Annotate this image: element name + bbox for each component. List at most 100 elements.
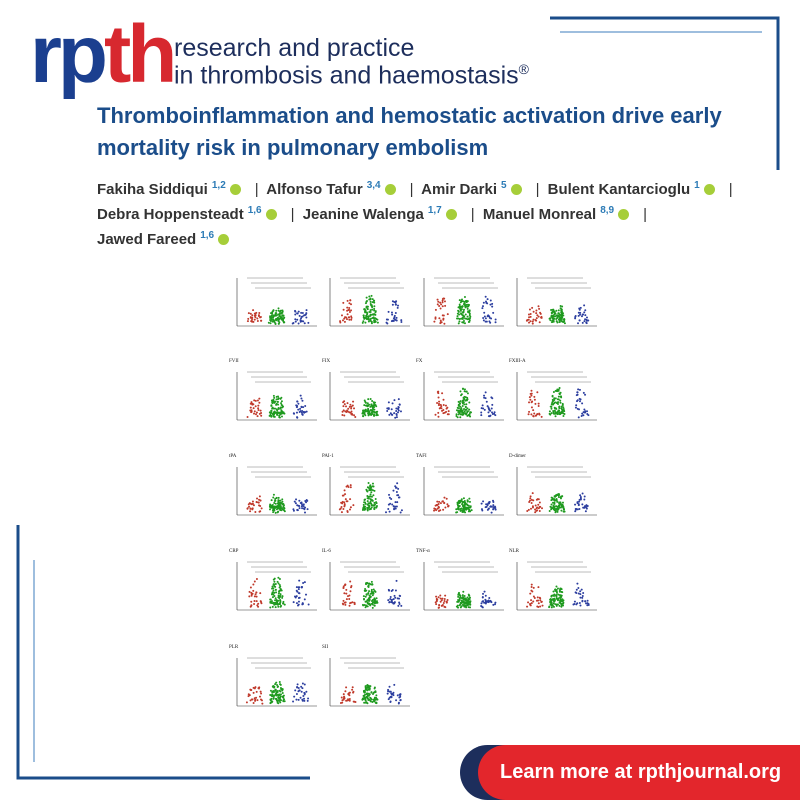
scatter-dot — [392, 505, 395, 508]
scatter-dot — [342, 698, 345, 701]
orcid-icon[interactable] — [510, 184, 522, 195]
scatter-dot — [294, 318, 297, 321]
scatter-dot — [535, 317, 538, 320]
scatter-dot — [275, 314, 278, 317]
scatter-dot — [587, 414, 590, 417]
scatter-dot — [297, 592, 300, 595]
scatter-dot — [491, 302, 494, 305]
scatter-dot — [388, 685, 391, 688]
scatter-dot — [370, 491, 373, 494]
scatter-dot — [574, 316, 577, 319]
scatter-dot — [441, 409, 444, 412]
scatter-dot — [538, 307, 541, 310]
scatter-dot — [277, 592, 280, 595]
scatter-dot — [270, 314, 273, 317]
scatter-dot — [249, 312, 252, 315]
scatter-dot — [552, 319, 555, 322]
scatter-dot — [558, 386, 561, 389]
scatter-dot — [251, 318, 254, 321]
scatter-dot — [457, 317, 460, 320]
orcid-icon[interactable] — [703, 184, 715, 195]
scatter-dot — [536, 314, 539, 317]
scatter-dot — [343, 505, 346, 508]
panel-title: CRP — [229, 549, 239, 554]
scatter-dot — [296, 683, 299, 686]
scatter-dot — [558, 411, 561, 414]
learn-more-button[interactable]: Learn more at rpthjournal.org — [478, 745, 800, 800]
scatter-dot — [439, 307, 442, 310]
scatter-dot — [341, 319, 344, 322]
scatter-dot — [296, 686, 299, 689]
scatter-dot — [371, 606, 374, 609]
scatter-dot — [480, 604, 483, 607]
panel-title: FIX — [322, 359, 330, 364]
scatter-dot — [364, 505, 367, 508]
scatter-dot — [369, 498, 372, 501]
scatter-dot — [251, 502, 254, 505]
scatter-dot — [367, 486, 370, 489]
scatter-dot — [455, 511, 458, 514]
scatter-dot — [353, 602, 356, 605]
scatter-dot — [398, 602, 401, 605]
scatter-dot — [280, 415, 283, 418]
scatter-dot — [344, 493, 347, 496]
scatter-dot — [458, 299, 461, 302]
scatter-dot — [272, 511, 275, 514]
scatter-dot — [558, 405, 561, 408]
scatter-dot — [486, 504, 489, 507]
scatter-dot — [578, 400, 581, 403]
scatter-dot — [340, 696, 343, 699]
scatter-dot — [281, 689, 284, 692]
scatter-dot — [553, 507, 556, 510]
scatter-dot — [481, 606, 484, 609]
scatter-dot — [578, 397, 581, 400]
scatter-dot — [553, 593, 556, 596]
scatter-dot — [492, 505, 495, 508]
scatter-dot — [554, 499, 557, 502]
scatter-dot — [468, 596, 471, 599]
scatter-dot — [269, 698, 272, 701]
scatter-dot — [463, 388, 466, 391]
separator: | — [254, 181, 259, 198]
orcid-icon[interactable] — [229, 184, 241, 195]
orcid-icon[interactable] — [445, 209, 457, 220]
orcid-icon[interactable] — [618, 209, 630, 220]
scatter-dot — [373, 489, 376, 492]
scatter-dot — [257, 404, 260, 407]
scatter-dot — [539, 599, 542, 602]
scatter-dot — [387, 690, 390, 693]
scatter-dot — [535, 309, 538, 312]
scatter-dot — [366, 307, 369, 310]
scatter-dot — [531, 505, 534, 508]
scatter-dot — [370, 506, 373, 509]
orcid-icon[interactable] — [384, 184, 396, 195]
scatter-dot — [295, 589, 298, 592]
scatter-dot — [249, 586, 252, 589]
scatter-dot — [367, 412, 370, 415]
scatter-dot — [554, 603, 557, 606]
author: Jawed Fareed — [97, 231, 197, 248]
scatter-dot — [281, 595, 284, 598]
scatter-dot — [392, 694, 395, 697]
scatter-dot — [272, 583, 275, 586]
scatter-dot — [444, 594, 447, 597]
scatter-dot — [461, 298, 464, 301]
scatter-dot — [388, 493, 391, 496]
scatter-dot — [438, 305, 441, 308]
orcid-icon[interactable] — [218, 234, 230, 245]
scatter-dot — [489, 299, 492, 302]
scatter-dot — [392, 602, 395, 605]
scatter-dot — [576, 391, 579, 394]
panel-title: TAFI — [416, 454, 427, 459]
scatter-dot — [548, 606, 551, 609]
scatter-dot — [575, 591, 578, 594]
scatter-dot — [529, 495, 532, 498]
scatter-dot — [470, 411, 473, 414]
scatter-dot — [367, 504, 370, 507]
scatter-dot — [278, 315, 281, 318]
scatter-dot — [460, 313, 463, 316]
orcid-icon[interactable] — [265, 209, 277, 220]
scatter-dot — [253, 399, 256, 402]
scatter-dot — [576, 407, 579, 410]
scatter-dot — [274, 322, 277, 325]
